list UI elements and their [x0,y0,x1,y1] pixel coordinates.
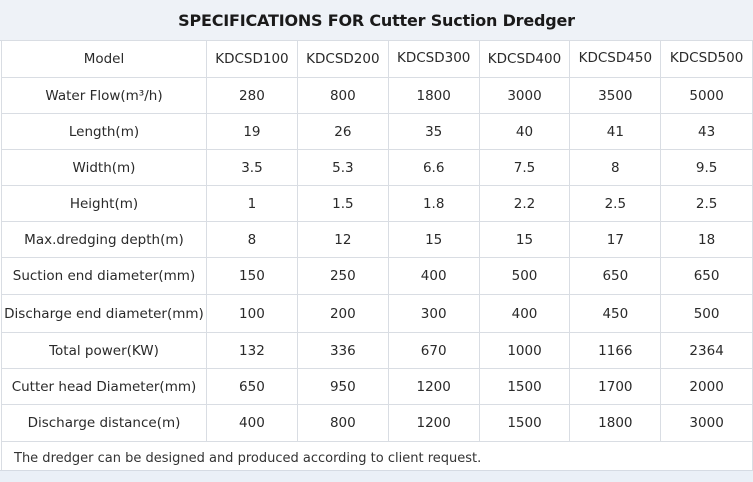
value-cell: 1800 [387,77,480,114]
table-title: SPECIFICATIONS FOR Cutter Suction Dredge… [0,0,753,41]
value-cell: 8 [205,221,298,258]
value-cell: 1800 [569,404,662,442]
table-row: Width(m) 3.5 5.3 6.6 7.5 8 9.5 [1,149,753,186]
value-cell: 3000 [660,404,753,442]
value-cell: 800 [296,77,389,114]
row-label-cell: Cutter head Diameter(mm) [1,368,207,405]
value-cell: 132 [205,332,298,369]
value-cell: 250 [296,257,389,295]
value-cell: 2000 [660,368,753,405]
bottom-band [0,470,753,482]
value-cell: 7.5 [478,149,571,186]
row-label-cell: Discharge end diameter(mm) [1,294,207,333]
value-cell: 19 [205,113,298,150]
value-cell: 450 [569,294,662,333]
data-rows: Water Flow(m³/h) 280 800 1800 3000 3500 5000 Le… [1,77,753,442]
value-cell: 150 [205,257,298,295]
value-cell: 15 [387,221,480,258]
table-row: Water Flow(m³/h) 280 800 1800 3000 3500 5000 [1,77,753,114]
row-label-cell: Water Flow(m³/h) [1,77,207,114]
value-cell: 950 [296,368,389,405]
table-row: Total power(KW) 132 336 670 1000 1166 2364 [1,332,753,369]
table-row: Cutter head Diameter(mm) 650 950 1200 1500 17… [1,368,753,405]
model-header-cell: KDCSD100 [205,40,298,78]
value-cell: 6.6 [387,149,480,186]
value-cell: 3000 [478,77,571,114]
value-cell: 1500 [478,368,571,405]
row-label-cell: Height(m) [1,185,207,222]
value-cell: 2.2 [478,185,571,222]
row-label-cell: Total power(KW) [1,332,207,369]
value-cell: 40 [478,113,571,150]
value-cell: 1500 [478,404,571,442]
value-cell: 800 [296,404,389,442]
model-header-cell: KDCSD400 [478,40,571,78]
model-header-cell: KDCSD200 [296,40,389,78]
value-cell: 200 [296,294,389,333]
row-label-cell: Discharge distance(m) [1,404,207,442]
value-cell: 500 [478,257,571,295]
value-cell: 1.5 [296,185,389,222]
value-cell: 2.5 [569,185,662,222]
value-cell: 280 [205,77,298,114]
value-cell: 400 [478,294,571,333]
table-row: Discharge end diameter(mm) 100 200 300 400 45… [1,294,753,333]
value-cell: 2364 [660,332,753,369]
value-cell: 650 [205,368,298,405]
note-row: The dredger can be designed and produced… [1,441,753,475]
value-cell: 3500 [569,77,662,114]
value-cell: 1166 [569,332,662,369]
value-cell: 35 [387,113,480,150]
model-header-cell: KDCSD500 [660,40,753,78]
value-cell: 1000 [478,332,571,369]
value-cell: 650 [660,257,753,295]
value-cell: 670 [387,332,480,369]
value-cell: 9.5 [660,149,753,186]
value-cell: 500 [660,294,753,333]
value-cell: 1200 [387,404,480,442]
header-row: Model KDCSD100 KDCSD200 KDCSD300 KDCSD40… [1,40,753,78]
row-label-cell: Max.dredging depth(m) [1,221,207,258]
row-label-cell: Suction end diameter(mm) [1,257,207,295]
value-cell: 18 [660,221,753,258]
value-cell: 336 [296,332,389,369]
value-cell: 650 [569,257,662,295]
header-label-cell: Model [1,40,207,78]
value-cell: 5.3 [296,149,389,186]
value-cell: 41 [569,113,662,150]
value-cell: 12 [296,221,389,258]
value-cell: 3.5 [205,149,298,186]
value-cell: 300 [387,294,480,333]
value-cell: 15 [478,221,571,258]
value-cell: 400 [387,257,480,295]
value-cell: 1200 [387,368,480,405]
value-cell: 2.5 [660,185,753,222]
model-header-cell: KDCSD300 [387,40,480,78]
table-row: Length(m) 19 26 35 40 41 43 [1,113,753,150]
row-label-cell: Length(m) [1,113,207,150]
value-cell: 5000 [660,77,753,114]
value-cell: 1.8 [387,185,480,222]
table-row: Discharge distance(m) 400 800 1200 1500 1800 3… [1,404,753,442]
value-cell: 100 [205,294,298,333]
value-cell: 400 [205,404,298,442]
model-header-cell: KDCSD450 [569,40,662,78]
value-cell: 8 [569,149,662,186]
table-row: Max.dredging depth(m) 8 12 15 15 17 18 [1,221,753,258]
value-cell: 26 [296,113,389,150]
spec-table: Model KDCSD100 KDCSD200 KDCSD300 KDCSD40… [1,40,753,475]
note-text: The dredger can be designed and produced… [1,441,753,475]
value-cell: 1 [205,185,298,222]
table-row: Suction end diameter(mm) 150 250 400 500 650 6… [1,257,753,295]
value-cell: 1700 [569,368,662,405]
row-label-cell: Width(m) [1,149,207,186]
value-cell: 43 [660,113,753,150]
table-row: Height(m) 1 1.5 1.8 2.2 2.5 2.5 [1,185,753,222]
value-cell: 17 [569,221,662,258]
